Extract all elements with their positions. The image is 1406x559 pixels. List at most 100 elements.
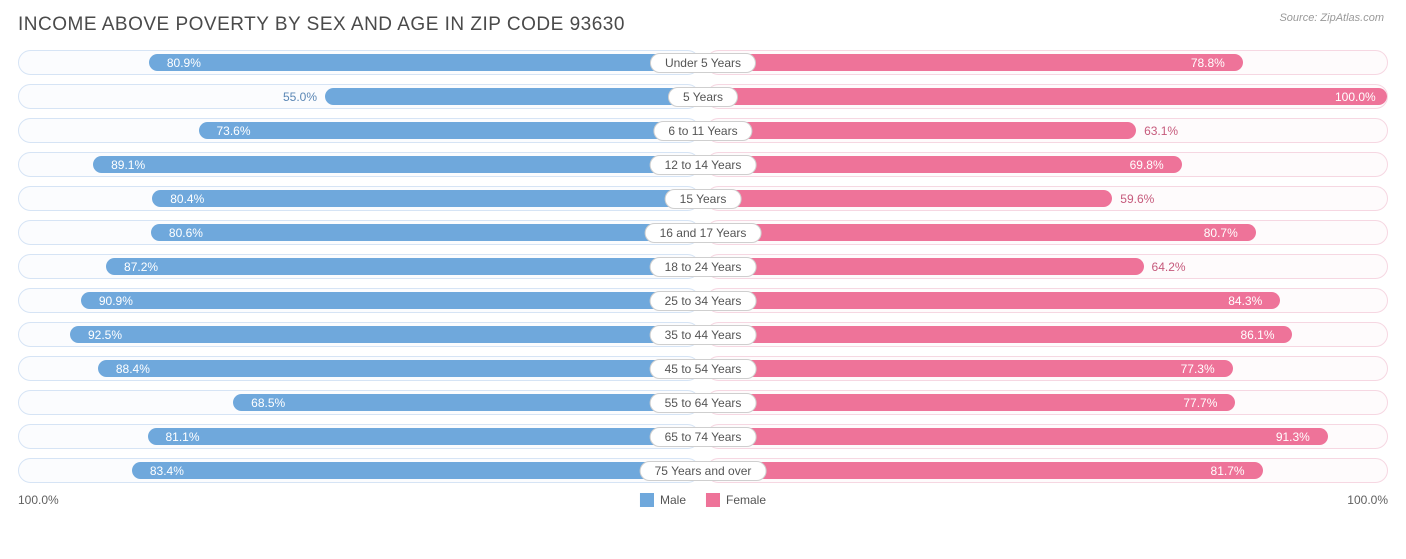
female-bar — [710, 326, 1292, 343]
female-bar — [710, 428, 1328, 445]
female-bar — [710, 122, 1136, 139]
female-track: 59.6% — [706, 186, 1388, 211]
male-value: 73.6% — [217, 124, 251, 138]
female-track: 81.7% — [706, 458, 1388, 483]
male-track: 68.5% — [18, 390, 700, 415]
chart-row: 80.6%80.7%16 and 17 Years — [18, 220, 1388, 245]
male-track: 89.1% — [18, 152, 700, 177]
male-bar — [98, 360, 696, 377]
male-bar — [233, 394, 696, 411]
chart-row: 83.4% 81.7% 75 Years and over — [18, 458, 1388, 483]
female-bar — [710, 156, 1182, 173]
female-value: 59.6% — [1120, 192, 1154, 206]
male-bar — [152, 190, 696, 207]
male-bar — [93, 156, 696, 173]
female-track: 100.0% — [706, 84, 1388, 109]
female-track: 64.2% — [706, 254, 1388, 279]
male-bar — [325, 88, 696, 105]
category-label: 35 to 44 Years — [650, 325, 757, 345]
chart-row: 87.2%64.2%18 to 24 Years — [18, 254, 1388, 279]
female-value: 86.1% — [1240, 328, 1274, 342]
chart-row: 80.4% 59.6% 15 Years — [18, 186, 1388, 211]
male-value: 80.9% — [167, 56, 201, 70]
male-value: 90.9% — [99, 294, 133, 308]
male-track: 83.4% — [18, 458, 700, 483]
chart-row: 92.5% 86.1% 35 to 44 Years — [18, 322, 1388, 347]
male-bar — [132, 462, 696, 479]
female-track: 78.8% — [706, 50, 1388, 75]
female-bar — [710, 360, 1233, 377]
male-bar — [106, 258, 696, 275]
legend-male-swatch — [640, 493, 654, 507]
female-value: 78.8% — [1191, 56, 1225, 70]
category-label: 15 Years — [665, 189, 742, 209]
female-value: 77.3% — [1181, 362, 1215, 376]
male-value: 80.4% — [170, 192, 204, 206]
female-value: 100.0% — [1335, 90, 1376, 104]
female-bar — [710, 394, 1235, 411]
female-bar — [710, 88, 1387, 105]
legend-male-label: Male — [660, 493, 686, 507]
female-value: 91.3% — [1276, 430, 1310, 444]
legend-female: Female — [706, 493, 766, 507]
female-value: 80.7% — [1204, 226, 1238, 240]
category-label: 55 to 64 Years — [650, 393, 757, 413]
female-bar — [710, 462, 1263, 479]
chart-row: 73.6%63.1%6 to 11 Years — [18, 118, 1388, 143]
female-value: 81.7% — [1211, 464, 1245, 478]
female-track: 80.7% — [706, 220, 1388, 245]
axis-left-label: 100.0% — [18, 493, 59, 507]
male-bar — [151, 224, 696, 241]
male-track: 87.2% — [18, 254, 700, 279]
axis-right-label: 100.0% — [1347, 493, 1388, 507]
female-bar — [710, 224, 1256, 241]
female-bar — [710, 54, 1243, 71]
male-value: 87.2% — [124, 260, 158, 274]
female-value: 77.7% — [1183, 396, 1217, 410]
legend-female-swatch — [706, 493, 720, 507]
female-value: 84.3% — [1228, 294, 1262, 308]
category-label: 12 to 14 Years — [650, 155, 757, 175]
female-track: 77.3% — [706, 356, 1388, 381]
male-track: 73.6% — [18, 118, 700, 143]
male-track: 88.4% — [18, 356, 700, 381]
male-value: 89.1% — [111, 158, 145, 172]
female-track: 84.3% — [706, 288, 1388, 313]
male-track: 55.0% — [18, 84, 700, 109]
female-bar — [710, 190, 1112, 207]
female-bar — [710, 258, 1144, 275]
chart-row: 90.9% 84.3% 25 to 34 Years — [18, 288, 1388, 313]
male-bar — [148, 428, 696, 445]
male-track: 92.5% — [18, 322, 700, 347]
category-label: 75 Years and over — [640, 461, 767, 481]
chart-row: 81.1%91.3%65 to 74 Years — [18, 424, 1388, 449]
female-value: 63.1% — [1144, 124, 1178, 138]
male-bar — [199, 122, 696, 139]
category-label: 5 Years — [668, 87, 738, 107]
female-value: 69.8% — [1130, 158, 1164, 172]
female-track: 86.1% — [706, 322, 1388, 347]
category-label: Under 5 Years — [650, 53, 756, 73]
male-bar — [70, 326, 696, 343]
female-bar — [710, 292, 1280, 309]
male-track: 80.4% — [18, 186, 700, 211]
chart-legend: Male Female — [640, 493, 766, 507]
legend-female-label: Female — [726, 493, 766, 507]
male-value: 81.1% — [166, 430, 200, 444]
male-track: 90.9% — [18, 288, 700, 313]
chart-row: 88.4%77.3%45 to 54 Years — [18, 356, 1388, 381]
chart-row: 80.9% 78.8% Under 5 Years — [18, 50, 1388, 75]
chart-row: 68.5% 77.7% 55 to 64 Years — [18, 390, 1388, 415]
male-track: 80.9% — [18, 50, 700, 75]
male-bar — [149, 54, 696, 71]
chart-container: INCOME ABOVE POVERTY BY SEX AND AGE IN Z… — [0, 0, 1406, 559]
male-value: 55.0% — [283, 90, 317, 104]
category-label: 25 to 34 Years — [650, 291, 757, 311]
chart-row: 55.0% 100.0% 5 Years — [18, 84, 1388, 109]
legend-male: Male — [640, 493, 686, 507]
male-track: 80.6% — [18, 220, 700, 245]
male-value: 83.4% — [150, 464, 184, 478]
male-track: 81.1% — [18, 424, 700, 449]
chart-source: Source: ZipAtlas.com — [1279, 12, 1384, 24]
female-track: 91.3% — [706, 424, 1388, 449]
